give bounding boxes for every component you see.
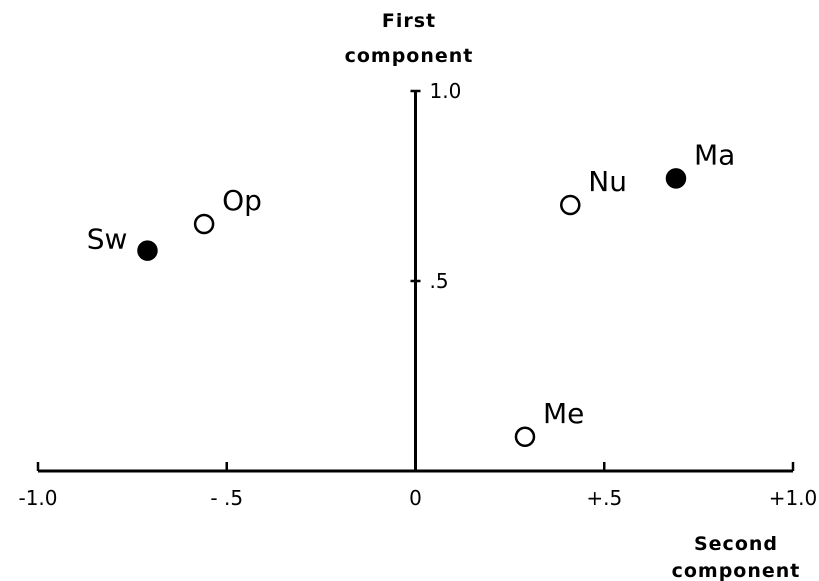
filled-point bbox=[137, 240, 158, 261]
point-label: Op bbox=[222, 184, 262, 217]
y-axis-title-line-2: component bbox=[345, 45, 474, 67]
point-label: Sw bbox=[87, 223, 128, 256]
open-point bbox=[514, 426, 536, 448]
x-tick-label: 0 bbox=[409, 486, 422, 510]
x-axis-ticks: -1.0 - .5 0 +.5 +1.0 bbox=[18, 462, 817, 510]
y-axis-title-line-1: First bbox=[382, 10, 436, 32]
filled-point bbox=[665, 168, 687, 189]
x-tick-label: +1.0 bbox=[769, 486, 818, 510]
x-axis-title-line-2: component bbox=[672, 560, 801, 581]
x-tick-label: +.5 bbox=[586, 486, 622, 510]
y-axis-ticks: .5 1.0 bbox=[410, 79, 462, 293]
y-tick-label: .5 bbox=[430, 269, 449, 293]
point-label: Nu bbox=[588, 165, 627, 198]
x-tick-label: -1.0 bbox=[18, 486, 57, 510]
x-tick-label: - .5 bbox=[210, 486, 243, 510]
open-point bbox=[193, 213, 215, 235]
y-tick-label: 1.0 bbox=[430, 79, 462, 103]
point-label: Me bbox=[543, 397, 584, 430]
x-axis-title-line-1: Second bbox=[694, 533, 778, 555]
data-points: Sw Op Nu Ma Me bbox=[87, 138, 735, 448]
open-point bbox=[560, 194, 581, 216]
point-label: Ma bbox=[694, 138, 735, 171]
